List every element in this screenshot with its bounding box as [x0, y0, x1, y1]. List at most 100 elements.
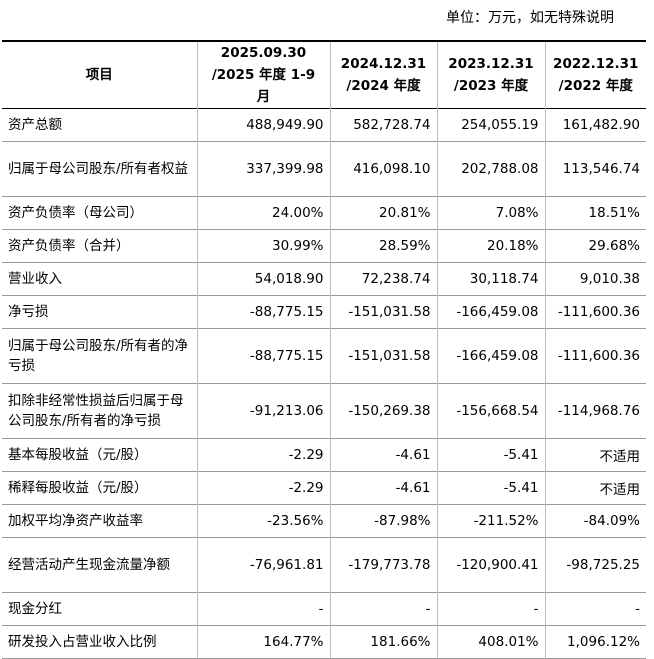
cell-value: -88,775.15 [196, 295, 330, 329]
cell-value: 113,546.74 [544, 141, 646, 197]
cell-value: 29.68% [544, 229, 646, 263]
cell-value: 582,728.74 [329, 108, 437, 142]
cell-value: -111,600.36 [544, 295, 646, 329]
header-cell: 2024.12.31/2024 年度 [329, 41, 437, 109]
row-label: 经营活动产生现金流量净额 [8, 557, 170, 573]
header-cell: 2025.09.30/2025 年度 1-9 月 [196, 41, 330, 109]
cell-value: 18.51% [544, 196, 646, 230]
cell-value: -166,459.08 [436, 328, 545, 384]
cell-value: 337,399.98 [196, 141, 330, 197]
header-row: 项目 2025.09.30/2025 年度 1-9 月 2024.12.31/20… [2, 41, 646, 109]
cell-value: -5.41 [436, 471, 545, 505]
row-label: 稀释每股收益（元/股） [8, 480, 148, 496]
cell-value: -179,773.78 [329, 537, 437, 593]
table-row: 加权平均净资产收益率 -23.56% -87.98% -211.52% -84.09% [2, 504, 646, 538]
cell-value: - [196, 592, 330, 626]
table-row: 净亏损 -88,775.15 -151,031.58 -166,459.08 -111,… [2, 295, 646, 329]
table-row: 归属于母公司股东/所有者权益 337,399.98 416,098.10 202,78… [2, 141, 646, 197]
cell-value: -211.52% [436, 504, 545, 538]
row-label: 净亏损 [8, 304, 49, 320]
row-label: 加权平均净资产收益率 [8, 513, 143, 529]
table-row: 资产负债率（合并） 30.99% 28.59% 20.18% 29.68% [2, 229, 646, 263]
table-row: 经营活动产生现金流量净额 -76,961.81 -179,773.78 -120,90… [2, 537, 646, 593]
row-label: 研发投入占营业收入比例 [8, 634, 157, 650]
cell-value: 181.66% [329, 625, 437, 659]
cell-value: -2.29 [196, 471, 330, 505]
cell-value: 72,238.74 [329, 262, 437, 296]
row-label: 资产负债率（母公司） [8, 205, 143, 221]
cell-value: 28.59% [329, 229, 437, 263]
column-date: 2024.12.31 [340, 56, 427, 72]
cell-value: -87.98% [329, 504, 437, 538]
cell-value: -88,775.15 [196, 328, 330, 384]
column-period: /2025 年度 1-9 月 [211, 67, 316, 105]
cell-value: 20.18% [436, 229, 545, 263]
column-period: /2023 年度 [453, 78, 529, 94]
row-label: 现金分红 [8, 601, 62, 617]
row-label: 归属于母公司股东/所有者的净亏损 [8, 338, 189, 374]
table-row: 营业收入 54,018.90 72,238.74 30,118.74 9,010.38 [2, 262, 646, 296]
cell-value: -76,961.81 [196, 537, 330, 593]
cell-value: -2.29 [196, 438, 330, 472]
cell-value: 164.77% [196, 625, 330, 659]
cell-value: -111,600.36 [544, 328, 646, 384]
cell-value: 9,010.38 [544, 262, 646, 296]
table-row: 资产总额 488,949.90 582,728.74 254,055.19 161,48… [2, 108, 646, 142]
cell-value: -151,031.58 [329, 328, 437, 384]
cell-value: -84.09% [544, 504, 646, 538]
column-date: 2023.12.31 [448, 56, 534, 72]
cell-value: 254,055.19 [436, 108, 545, 142]
cell-value: 408.01% [436, 625, 545, 659]
cell-value: -4.61 [329, 471, 437, 505]
table-row: 稀释每股收益（元/股） -2.29 -4.61 -5.41 不适用 [2, 471, 646, 505]
cell-value: -4.61 [329, 438, 437, 472]
financial-table: 项目 2025.09.30/2025 年度 1-9 月 2024.12.31/20… [2, 40, 646, 659]
table-row: 基本每股收益（元/股） -2.29 -4.61 -5.41 不适用 [2, 438, 646, 472]
header-cell: 2022.12.31/2022 年度 [544, 41, 646, 109]
cell-value: 161,482.90 [544, 108, 646, 142]
cell-value: -5.41 [436, 438, 545, 472]
header-cell: 项目 [85, 67, 113, 83]
cell-value: 30.99% [196, 229, 330, 263]
column-date: 2025.09.30 [220, 45, 307, 61]
cell-value: 20.81% [329, 196, 437, 230]
cell-value: 488,949.90 [196, 108, 330, 142]
cell-value: 30,118.74 [436, 262, 545, 296]
cell-value: -156,668.54 [436, 383, 545, 439]
cell-value: -23.56% [196, 504, 330, 538]
cell-value: -120,900.41 [436, 537, 545, 593]
table-body: 资产总额 488,949.90 582,728.74 254,055.19 161,48… [2, 108, 646, 659]
unit-note: 单位：万元，如无特殊说明 [446, 10, 614, 26]
cell-value: 54,018.90 [196, 262, 330, 296]
table-row: 扣除非经常性损益后归属于母公司股东/所有者的净亏损 -91,213.06 -150,… [2, 383, 646, 439]
cell-value: 不适用 [544, 438, 646, 472]
cell-value: - [436, 592, 545, 626]
cell-value: 不适用 [544, 471, 646, 505]
row-label: 归属于母公司股东/所有者权益 [8, 161, 189, 177]
cell-value: - [329, 592, 437, 626]
cell-value: -150,269.38 [329, 383, 437, 439]
cell-value: -98,725.25 [544, 537, 646, 593]
table-row: 研发投入占营业收入比例 164.77% 181.66% 408.01% 1,096.12… [2, 625, 646, 659]
table-row: 归属于母公司股东/所有者的净亏损 -88,775.15 -151,031.58 -16… [2, 328, 646, 384]
header-cell: 2023.12.31/2023 年度 [436, 41, 545, 109]
table-row: 资产负债率（母公司） 24.00% 20.81% 7.08% 18.51% [2, 196, 646, 230]
row-label: 扣除非经常性损益后归属于母公司股东/所有者的净亏损 [8, 393, 184, 429]
column-period: /2022 年度 [558, 78, 633, 94]
row-label: 资产总额 [8, 117, 62, 133]
cell-value: 24.00% [196, 196, 330, 230]
table-header: 项目 2025.09.30/2025 年度 1-9 月 2024.12.31/20… [2, 41, 646, 109]
cell-value: 416,098.10 [329, 141, 437, 197]
cell-value: -114,968.76 [544, 383, 646, 439]
column-period: /2024 年度 [346, 78, 421, 94]
cell-value: -151,031.58 [329, 295, 437, 329]
cell-value: 7.08% [436, 196, 545, 230]
table-row: 现金分红 - - - - [2, 592, 646, 626]
row-label: 基本每股收益（元/股） [8, 447, 148, 463]
cell-value: 1,096.12% [544, 625, 646, 659]
row-label: 资产负债率（合并） [8, 238, 130, 254]
cell-value: 202,788.08 [436, 141, 545, 197]
page: 单位：万元，如无特殊说明 项目 2025.09.30/2025 年度 1-9 月… [2, 10, 646, 659]
cell-value: - [544, 592, 646, 626]
cell-value: -166,459.08 [436, 295, 545, 329]
